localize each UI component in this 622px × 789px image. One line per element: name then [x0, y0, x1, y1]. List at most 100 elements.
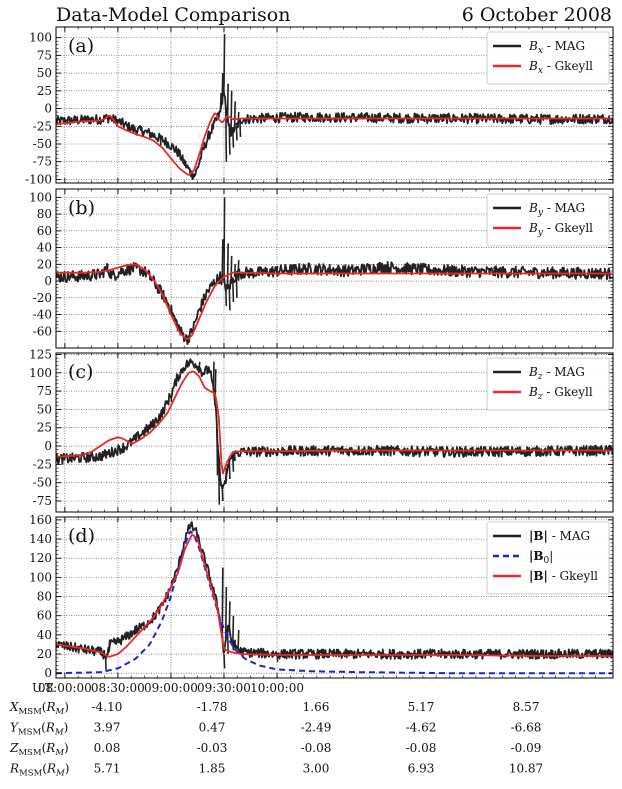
y-tick-label: 100: [29, 190, 52, 204]
y-tick-label: 80: [37, 207, 52, 221]
y-tick-label: -100: [25, 172, 52, 186]
y-tick-label: -20: [33, 291, 52, 305]
ephemeris-row-label: YMSM(RM): [10, 721, 68, 738]
figure-title: Data-Model Comparison: [56, 4, 290, 26]
y-tick-label: -25: [33, 457, 52, 471]
series-spike: [224, 654, 225, 668]
y-tick-label: 100: [29, 366, 52, 380]
series-spike: [235, 455, 236, 460]
ephemeris-value: 10.87: [509, 762, 543, 776]
ephemeris-value: -4.62: [406, 721, 437, 735]
ephemeris-value: -0.08: [301, 741, 332, 755]
series-spike: [217, 429, 218, 475]
y-tick-label: 0: [44, 274, 52, 288]
series-spike: [107, 264, 108, 268]
ephemeris-value: -0.08: [406, 741, 437, 755]
series-spike: [229, 461, 230, 479]
ephemeris-row-label: ZMSM(RM): [9, 741, 69, 758]
series-spike: [220, 93, 221, 112]
series-spike: [233, 280, 234, 302]
series-spike: [106, 655, 107, 671]
y-tick-label: 0: [44, 439, 52, 453]
series-spike: [236, 126, 237, 140]
series-spike: [277, 266, 278, 271]
time-tick-label: 09:00:00: [144, 681, 198, 695]
series-spike: [236, 276, 237, 298]
series-line-1: [56, 87, 613, 179]
series-spike: [235, 640, 236, 646]
series-spike: [222, 486, 223, 501]
series-spike: [190, 360, 191, 363]
series-spike: [213, 362, 214, 391]
ephemeris-value: -0.03: [197, 741, 228, 755]
y-tick-label: 40: [37, 241, 52, 255]
y-tick-label: 20: [37, 257, 52, 271]
y-tick-label: -75: [33, 155, 52, 169]
time-tick-label: 10:00:00: [250, 681, 304, 695]
series-spike: [231, 91, 232, 134]
panel-label: (b): [68, 197, 95, 219]
series-spike: [224, 197, 225, 283]
series-spike: [226, 468, 227, 480]
series-spike: [219, 456, 220, 505]
series-spike: [190, 523, 191, 525]
series-spike: [228, 243, 229, 289]
panel-label: (c): [68, 361, 93, 383]
y-tick-label: 60: [37, 609, 52, 623]
y-tick-label: 40: [37, 628, 52, 642]
ephemeris-value: -1.78: [197, 700, 228, 714]
ephemeris-value: 3.00: [303, 762, 330, 776]
series-spike: [229, 601, 230, 631]
series-spike: [226, 286, 227, 306]
legend: |B| - MAG|B0||B| - Gkeyll: [487, 522, 609, 594]
y-tick-label: 100: [29, 570, 52, 584]
series-spike: [187, 340, 188, 345]
y-tick-label: -50: [33, 476, 52, 490]
series-spike: [238, 630, 239, 649]
time-tick-label: 09:30:00: [197, 681, 251, 695]
series-spike: [199, 362, 200, 368]
legend-entry: |B| - Gkeyll: [529, 569, 598, 583]
time-tick-label: 08:00:00: [38, 681, 92, 695]
ephemeris-value: 5.17: [408, 700, 435, 714]
series-spike: [240, 122, 241, 137]
time-tick-label: 08:30:00: [91, 681, 145, 695]
series-spike: [143, 271, 144, 274]
y-tick-label: 50: [37, 402, 52, 416]
y-tick-label: -40: [33, 308, 52, 322]
ephemeris-value: 5.71: [94, 762, 121, 776]
series-spike: [229, 128, 230, 155]
series-spike: [109, 640, 110, 651]
ephemeris-value: -2.49: [301, 721, 332, 735]
y-tick-label: -50: [33, 137, 52, 151]
y-tick-label: 125: [29, 347, 52, 361]
y-tick-label: 0: [44, 666, 52, 680]
y-tick-label: 25: [37, 421, 52, 435]
y-tick-label: 20: [37, 647, 52, 661]
y-tick-label: 60: [37, 224, 52, 238]
y-tick-label: 120: [29, 551, 52, 565]
ephemeris-value: 0.47: [199, 721, 226, 735]
y-tick-label: 75: [37, 384, 52, 398]
series-spike: [220, 483, 221, 487]
series-spike: [233, 457, 234, 472]
series-spike: [233, 131, 234, 148]
ephemeris-value: 1.66: [303, 700, 330, 714]
series-spike: [171, 395, 172, 402]
series-spike: [222, 73, 223, 100]
ephemeris-value: 0.08: [94, 741, 121, 755]
ephemeris-value: -6.68: [511, 721, 542, 735]
y-tick-label: -25: [33, 119, 52, 133]
ephemeris-row-label: XMSM(RM): [9, 700, 69, 717]
ephemeris-value: -0.09: [511, 741, 542, 755]
series-spike: [235, 101, 236, 128]
